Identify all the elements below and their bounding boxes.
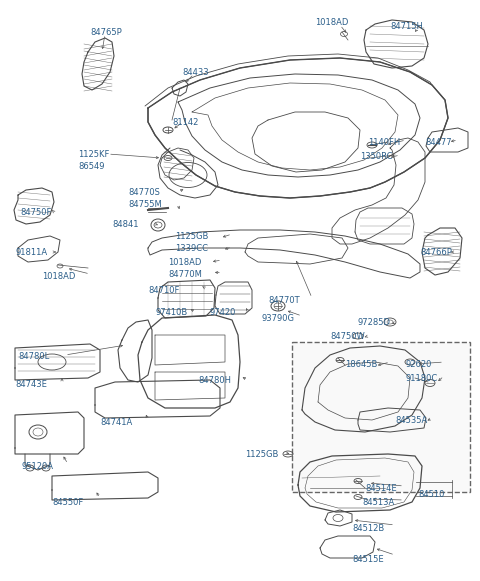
Text: 84535A: 84535A: [395, 416, 427, 425]
Text: 1140FH: 1140FH: [368, 138, 400, 147]
Text: 1125GB: 1125GB: [175, 232, 208, 241]
Text: 84765P: 84765P: [90, 28, 122, 37]
Text: 84510: 84510: [418, 490, 444, 499]
Text: 84755M: 84755M: [128, 200, 162, 209]
Text: 84780L: 84780L: [18, 352, 49, 361]
Text: 81142: 81142: [172, 118, 198, 127]
Text: 84770M: 84770M: [168, 270, 202, 279]
Text: 84770T: 84770T: [268, 296, 300, 305]
Text: 84743E: 84743E: [15, 380, 47, 389]
Text: 1018AD: 1018AD: [42, 272, 75, 281]
Text: 84715H: 84715H: [390, 22, 423, 31]
Text: 92620: 92620: [405, 360, 432, 369]
Text: 91811A: 91811A: [15, 248, 47, 257]
Text: 97410B: 97410B: [155, 308, 187, 317]
Text: 93790G: 93790G: [262, 314, 295, 323]
Text: 84515E: 84515E: [352, 555, 384, 564]
Text: 84780H: 84780H: [198, 376, 231, 385]
Text: 84710F: 84710F: [148, 286, 180, 295]
Text: 1339CC: 1339CC: [175, 244, 208, 253]
Text: 84512B: 84512B: [352, 524, 384, 533]
Text: 84750W: 84750W: [330, 332, 365, 341]
Text: 84766P: 84766P: [420, 248, 452, 257]
Text: 91180C: 91180C: [405, 374, 437, 383]
Text: 84433: 84433: [182, 68, 209, 77]
Text: 97420: 97420: [210, 308, 236, 317]
Text: 95120A: 95120A: [22, 462, 54, 471]
Text: 84513A: 84513A: [362, 498, 394, 507]
Text: 97285D: 97285D: [358, 318, 391, 327]
Text: 1125KF: 1125KF: [78, 150, 109, 159]
Text: 18645B: 18645B: [345, 360, 377, 369]
Text: 84770S: 84770S: [128, 188, 160, 197]
Text: 84477: 84477: [425, 138, 452, 147]
Text: 1018AD: 1018AD: [168, 258, 202, 267]
Text: 84550F: 84550F: [52, 498, 83, 507]
Text: 1350RC: 1350RC: [360, 152, 393, 161]
Bar: [292, 342, 470, 492]
Text: 84841: 84841: [112, 220, 139, 229]
Text: 84750F: 84750F: [20, 208, 51, 217]
Text: 1018AD: 1018AD: [315, 18, 348, 27]
Text: 86549: 86549: [78, 162, 105, 171]
Text: 84514E: 84514E: [365, 484, 396, 493]
Text: 1125GB: 1125GB: [245, 450, 278, 459]
Text: 84741A: 84741A: [100, 418, 132, 427]
